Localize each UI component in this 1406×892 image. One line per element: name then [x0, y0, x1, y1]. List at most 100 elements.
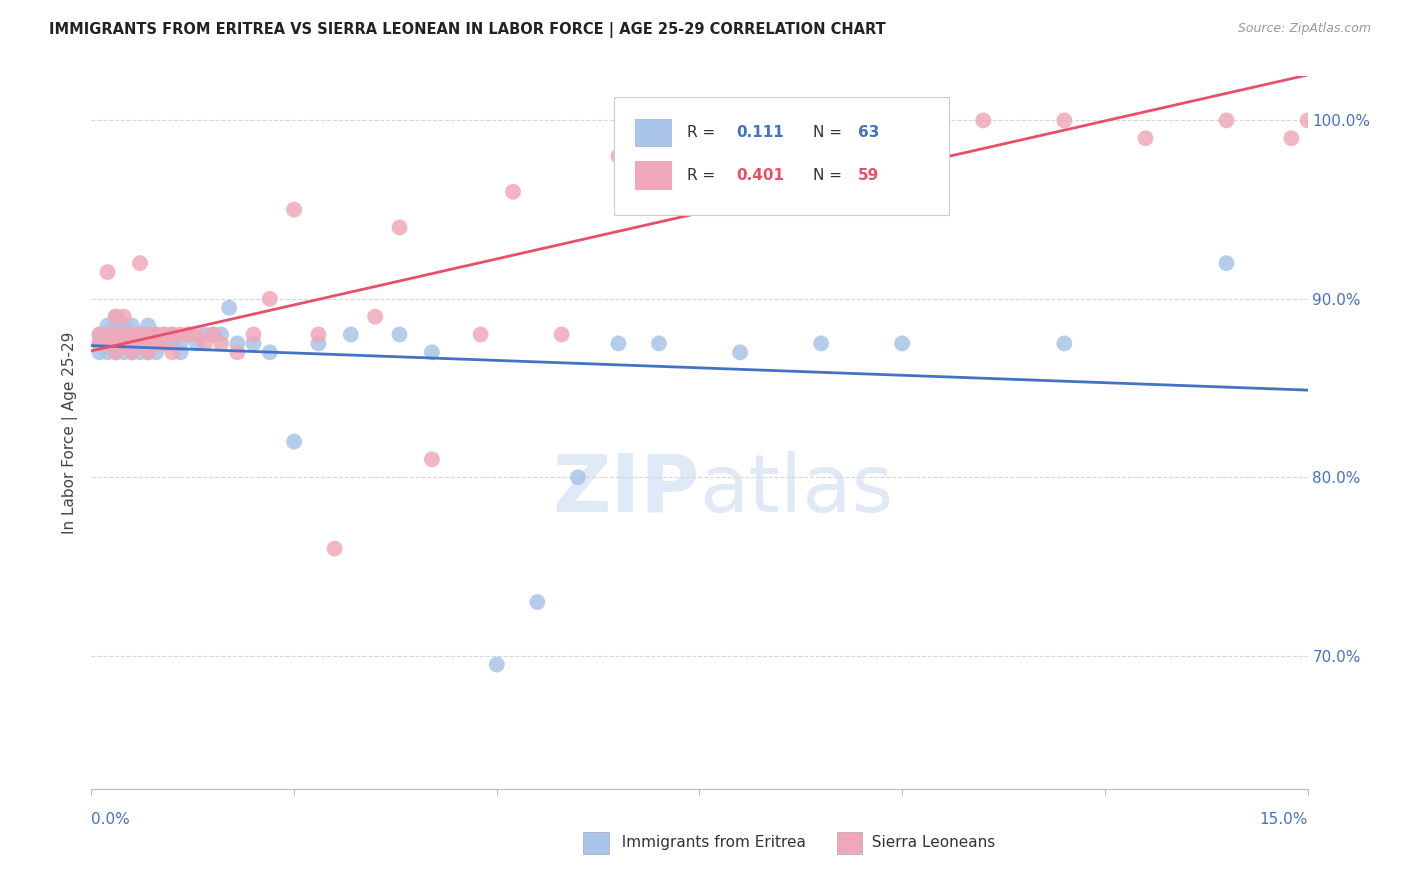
Point [607, 336, 630, 351]
Point [169, 336, 191, 351]
Point [136, 327, 159, 342]
Point [104, 310, 127, 324]
Text: N =: N = [813, 169, 846, 183]
Point [129, 256, 152, 270]
Point [89, 327, 111, 342]
Point [97, 345, 120, 359]
Point [129, 327, 152, 342]
Point [136, 336, 159, 351]
Point [104, 345, 127, 359]
Point [851, 131, 873, 145]
Point [97, 265, 120, 279]
Point [121, 327, 143, 342]
Point [688, 131, 710, 145]
Point [104, 310, 127, 324]
Point [136, 318, 159, 333]
Point [121, 345, 143, 359]
Point [129, 345, 152, 359]
Point [104, 318, 127, 333]
Point [242, 327, 264, 342]
Point [526, 595, 548, 609]
Point [340, 327, 363, 342]
Point [112, 336, 135, 351]
Point [112, 310, 135, 324]
Point [145, 327, 167, 342]
FancyBboxPatch shape [614, 97, 949, 215]
Text: ZIP: ZIP [553, 450, 699, 529]
Point [89, 336, 111, 351]
Point [89, 345, 111, 359]
Point [307, 336, 329, 351]
Text: 0.401: 0.401 [735, 169, 785, 183]
Point [104, 336, 127, 351]
Point [283, 434, 305, 449]
Point [388, 220, 411, 235]
Point [186, 336, 208, 351]
Point [567, 470, 589, 484]
Point [153, 336, 176, 351]
Point [226, 345, 249, 359]
Point [129, 336, 152, 351]
Point [112, 336, 135, 351]
Point [112, 336, 135, 351]
Point [194, 336, 217, 351]
Point [112, 318, 135, 333]
Point [972, 113, 994, 128]
Text: 59: 59 [858, 169, 879, 183]
Point [1053, 336, 1076, 351]
Point [104, 345, 127, 359]
Point [169, 327, 191, 342]
Text: R =: R = [688, 169, 720, 183]
Point [145, 327, 167, 342]
Text: Immigrants from Eritrea: Immigrants from Eritrea [612, 836, 806, 850]
Point [1215, 113, 1237, 128]
Point [97, 336, 120, 351]
Point [97, 336, 120, 351]
Point [121, 327, 143, 342]
Point [89, 336, 111, 351]
Text: IMMIGRANTS FROM ERITREA VS SIERRA LEONEAN IN LABOR FORCE | AGE 25-29 CORRELATION: IMMIGRANTS FROM ERITREA VS SIERRA LEONEA… [49, 22, 886, 38]
Text: 15.0%: 15.0% [1260, 812, 1308, 827]
Point [145, 345, 167, 359]
Point [121, 336, 143, 351]
Point [891, 113, 914, 128]
Point [1279, 131, 1302, 145]
Point [1215, 256, 1237, 270]
Point [121, 318, 143, 333]
Point [259, 292, 281, 306]
Text: N =: N = [813, 126, 846, 140]
Point [97, 318, 120, 333]
Point [648, 113, 671, 128]
Point [104, 327, 127, 342]
Text: atlas: atlas [699, 450, 894, 529]
Point [420, 452, 443, 467]
Point [323, 541, 346, 556]
Y-axis label: In Labor Force | Age 25-29: In Labor Force | Age 25-29 [62, 332, 79, 533]
Point [307, 327, 329, 342]
Point [162, 336, 184, 351]
Point [121, 336, 143, 351]
Point [209, 336, 232, 351]
Point [177, 327, 200, 342]
Point [169, 345, 191, 359]
Point [177, 327, 200, 342]
Point [112, 327, 135, 342]
Text: Sierra Leoneans: Sierra Leoneans [862, 836, 995, 850]
Point [364, 310, 387, 324]
Point [136, 336, 159, 351]
Point [136, 327, 159, 342]
Point [194, 327, 217, 342]
Point [153, 327, 176, 342]
Point [420, 345, 443, 359]
Point [485, 657, 508, 672]
Point [218, 301, 240, 315]
Text: Source: ZipAtlas.com: Source: ZipAtlas.com [1237, 22, 1371, 36]
Point [104, 327, 127, 342]
Point [186, 327, 208, 342]
Point [728, 345, 751, 359]
Point [202, 327, 225, 342]
Point [162, 327, 184, 342]
Point [129, 336, 152, 351]
Point [1296, 113, 1319, 128]
Point [153, 327, 176, 342]
